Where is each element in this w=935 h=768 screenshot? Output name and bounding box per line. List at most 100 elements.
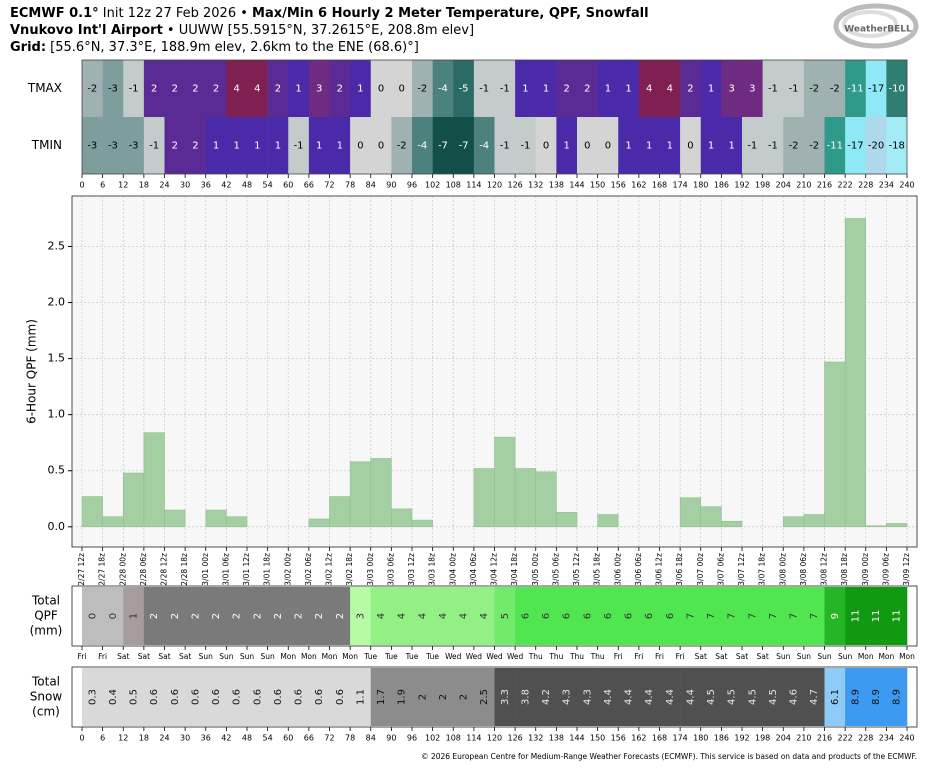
x-tick-label: Mon (858, 652, 874, 661)
total-cell (515, 668, 537, 726)
temp-cell (742, 60, 763, 117)
temp-cell (865, 117, 887, 174)
total-label: 8.9 (871, 689, 882, 705)
temp-label: -5 (459, 84, 469, 95)
temp-label: 3 (316, 84, 322, 95)
x-tick-label: 02/28 06z (139, 553, 148, 591)
x-tick-label: 120 (487, 181, 502, 190)
total-label: 1 (129, 613, 140, 619)
bar (783, 516, 805, 528)
x-tick-label: 192 (734, 734, 749, 743)
x-tick-label: Wed (466, 652, 483, 661)
temp-cell (329, 117, 351, 174)
total-label: 7 (685, 613, 696, 619)
x-tick-label: 204 (776, 181, 791, 190)
x-tick-label: 03/01 00z (201, 553, 210, 591)
x-tick-label: 03/09 06z (881, 553, 890, 591)
total-cell (185, 587, 207, 645)
x-tick-label: 126 (507, 734, 522, 743)
total-cell (370, 668, 392, 726)
x-tick-label: Sat (715, 652, 727, 661)
total-cell (535, 668, 557, 726)
total-label: 6.1 (830, 689, 841, 705)
temp-label: 0 (605, 141, 611, 152)
total-label: 2 (335, 613, 346, 619)
total-cell (886, 587, 908, 645)
row-label: TMAX (27, 81, 62, 95)
x-tick-label: Sat (695, 652, 707, 661)
grid-part: Grid: (10, 40, 46, 55)
temp-label: 2 (584, 84, 590, 95)
temp-label: 1 (295, 84, 301, 95)
temp-label: 1 (543, 84, 549, 95)
x-tick-label: 222 (837, 734, 852, 743)
x-tick-label: 03/06 06z (634, 553, 643, 591)
total-cell (824, 668, 846, 726)
total-cell (329, 587, 351, 645)
temp-label: -3 (87, 141, 97, 152)
total-label: 4.3 (562, 689, 573, 705)
x-tick-label: 03/03 12z (407, 553, 416, 591)
total-cell (82, 587, 103, 645)
total-label: 4.5 (768, 689, 779, 705)
total-cell (350, 587, 372, 645)
temp-cell (535, 117, 557, 174)
x-tick-label: Sun (817, 652, 832, 661)
x-tick-label: 36 (201, 734, 211, 743)
temp-label: 0 (687, 141, 693, 152)
temp-label: -1 (294, 141, 304, 152)
total-label: 2 (438, 694, 449, 700)
temp-cell (494, 117, 516, 174)
total-label: 6 (562, 613, 573, 619)
x-tick-label: 03/03 00z (366, 553, 375, 591)
x-tick-label: 120 (487, 734, 502, 743)
total-label: 7 (727, 613, 738, 619)
total-label: 2 (211, 613, 222, 619)
x-tick-label: 03/05 18z (593, 553, 602, 591)
x-tick-label: 03/03 06z (386, 553, 395, 591)
total-cell (288, 587, 310, 645)
total-label: 0 (108, 613, 119, 619)
total-label: 6 (582, 613, 593, 619)
total-label: 4 (438, 613, 449, 619)
temp-cell (432, 60, 454, 117)
total-cell (432, 587, 454, 645)
footer: © 2026 European Centre for Medium-Range … (421, 752, 917, 761)
temp-label: 1 (522, 84, 528, 95)
x-tick-label: 90 (386, 181, 396, 190)
temp-label: 1 (254, 141, 260, 152)
temp-cell (824, 60, 846, 117)
temp-label: -18 (889, 141, 905, 152)
temp-cell (391, 60, 413, 117)
temp-label: 4 (646, 84, 652, 95)
x-tick-label: 222 (837, 181, 852, 190)
total-label: 9 (830, 613, 841, 619)
temp-cell (803, 117, 825, 174)
title-part: ECMWF 0.1° (10, 6, 99, 21)
total-label: 0.6 (211, 689, 222, 705)
temp-cell (577, 117, 598, 174)
logo-swirl (833, 3, 919, 49)
temp-cell (886, 117, 908, 174)
x-tick-label: 228 (858, 181, 873, 190)
x-tick-label: 03/09 00z (861, 553, 870, 591)
logo-text: WeatherBELL (844, 25, 912, 35)
plot-frame (71, 195, 918, 548)
x-tick-label: 240 (899, 181, 914, 190)
temp-label: -17 (868, 84, 884, 95)
total-cell (803, 587, 825, 645)
total-cell (494, 668, 516, 726)
x-tick-label: 03/02 00z (283, 553, 292, 591)
temp-cell (226, 117, 248, 174)
total-label: 1.7 (376, 689, 387, 705)
x-tick-label: 126 (507, 181, 522, 190)
total-cell (535, 587, 557, 645)
total-cell (82, 668, 103, 726)
total-cell (515, 587, 537, 645)
x-tick-label: Sun (240, 652, 255, 661)
temp-label: 1 (708, 141, 714, 152)
x-tick-label: 162 (631, 734, 646, 743)
total-label: 0 (87, 613, 98, 619)
x-tick-label: Thu (528, 652, 543, 661)
bar (370, 458, 392, 528)
